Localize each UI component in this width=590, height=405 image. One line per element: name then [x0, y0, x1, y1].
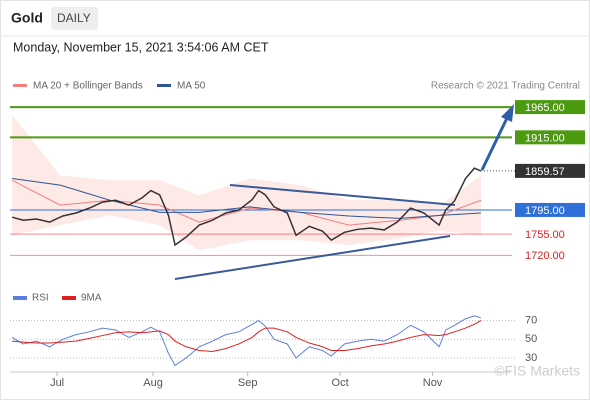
instrument: Gold: [11, 10, 43, 26]
level-box: [515, 130, 585, 145]
y-tick-label: 30: [525, 352, 537, 364]
legend-label: MA 50: [177, 81, 206, 92]
x-tick-label: Jul: [50, 377, 64, 389]
level-label: 1859.57: [525, 166, 565, 178]
legend-label: RSI: [32, 293, 49, 304]
y-tick-label: 70: [525, 315, 537, 327]
legend-swatch: [13, 84, 27, 87]
legend-label: MA 20 + Bollinger Bands: [33, 81, 143, 92]
arrow-head: [501, 104, 514, 122]
timeframe[interactable]: DAILY: [57, 11, 91, 25]
x-tick-label: Aug: [143, 377, 163, 389]
level-label: 1755.00: [525, 229, 565, 241]
watermark: ©FIS Markets: [494, 363, 580, 379]
legend-swatch: [62, 296, 76, 300]
credit: Research © 2021 Trading Central: [431, 81, 580, 92]
timestamp: Monday, November 15, 2021 3:54:06 AM CET: [13, 40, 269, 54]
level-label: 1795.00: [525, 205, 565, 217]
price-line: [12, 167, 482, 247]
level-label: 1965.00: [525, 102, 565, 114]
level-label: 1915.00: [525, 132, 565, 144]
trend-line: [229, 184, 456, 206]
moving-average: [12, 177, 481, 219]
y-tick-label: 50: [525, 333, 537, 345]
level-box: [515, 100, 585, 115]
level-label: 1720.00: [525, 250, 565, 262]
indicator-line: [11, 315, 482, 367]
x-tick-label: Oct: [332, 377, 349, 389]
legend-label: 9MA: [81, 293, 102, 304]
indicator-line: [12, 320, 482, 352]
x-tick-label: Nov: [423, 377, 443, 389]
moving-average: [11, 179, 482, 226]
trend-line: [174, 235, 451, 280]
legend-swatch: [157, 84, 171, 87]
x-tick-label: Sep: [238, 377, 258, 389]
level-box: [515, 202, 585, 217]
target-arrow: [480, 115, 510, 171]
timeframe-box[interactable]: [51, 7, 98, 30]
legend-swatch: [13, 296, 27, 300]
level-box: [515, 163, 585, 178]
